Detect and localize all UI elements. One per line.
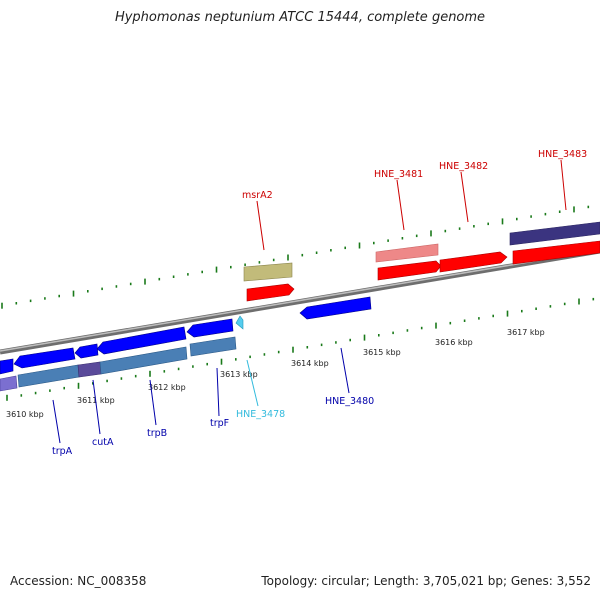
cds-HNE_3480[interactable] bbox=[299, 296, 372, 320]
accession-text: Accession: NC_008358 bbox=[10, 574, 147, 588]
cds-HNE_3482[interactable] bbox=[439, 251, 508, 273]
forward-cds-track bbox=[246, 240, 600, 302]
leader-HNE_3478 bbox=[246, 359, 259, 407]
cds-HNE_3483[interactable] bbox=[512, 240, 600, 265]
leader-trpF bbox=[216, 367, 220, 417]
feature-HNE_3481-outer[interactable] bbox=[375, 243, 439, 263]
gene-label-HNE_3482[interactable]: HNE_3482 bbox=[439, 161, 488, 172]
cds-cutA[interactable] bbox=[74, 343, 99, 359]
ruler-label-3612: 3612 kbp bbox=[148, 383, 186, 392]
feature-left-purple[interactable] bbox=[0, 375, 18, 392]
leader-HNE_3480 bbox=[340, 347, 350, 394]
cds-msrA2[interactable] bbox=[246, 283, 295, 302]
outer-tick-row bbox=[1, 205, 590, 309]
rna-HNE_3478[interactable] bbox=[235, 315, 244, 330]
cds-HNE_3481[interactable] bbox=[377, 260, 442, 281]
gene-label-cutA[interactable]: cutA bbox=[92, 437, 114, 448]
inner-feature-track bbox=[0, 336, 237, 392]
feature-HNE_3483-outer[interactable] bbox=[509, 221, 600, 246]
leader-trpB bbox=[149, 379, 157, 426]
gene-label-trpF[interactable]: trpF bbox=[210, 418, 229, 429]
outer-feature-track bbox=[243, 221, 600, 282]
feature-trpF-inner[interactable] bbox=[189, 336, 237, 357]
gene-label-trpB[interactable]: trpB bbox=[147, 428, 167, 439]
feature-trpA-inner[interactable] bbox=[17, 364, 80, 388]
gene-labels: msrA2 HNE_3481 HNE_3482 HNE_3483 trpA cu… bbox=[52, 149, 587, 457]
feature-trpB-inner[interactable] bbox=[99, 346, 188, 375]
gene-label-HNE_3483[interactable]: HNE_3483 bbox=[538, 149, 587, 160]
reverse-cds-track bbox=[0, 296, 372, 375]
leader-msrA2 bbox=[256, 200, 265, 251]
genome-backbone bbox=[0, 248, 600, 355]
leader-HNE_3482 bbox=[460, 171, 469, 223]
ruler-label-3615: 3615 kbp bbox=[363, 348, 401, 357]
leader-HNE_3483 bbox=[560, 159, 567, 211]
ruler-label-3616: 3616 kbp bbox=[435, 338, 473, 347]
label-leaders bbox=[52, 159, 567, 444]
ruler-label-3614: 3614 kbp bbox=[291, 359, 329, 368]
ruler-label-3617: 3617 kbp bbox=[507, 328, 545, 337]
ruler-label-3613: 3613 kbp bbox=[220, 370, 258, 379]
leader-cutA bbox=[92, 379, 101, 435]
gene-label-HNE_3481[interactable]: HNE_3481 bbox=[374, 169, 423, 180]
feature-cutA-inner[interactable] bbox=[77, 361, 102, 378]
leader-trpA bbox=[52, 399, 61, 444]
inner-tick-row bbox=[6, 297, 595, 401]
leader-HNE_3481 bbox=[396, 179, 405, 231]
cds-trpB[interactable] bbox=[96, 326, 187, 355]
map-title: Hyphomonas neptunium ATCC 15444, complet… bbox=[114, 10, 486, 25]
genome-summary-text: Topology: circular; Length: 3,705,021 bp… bbox=[261, 574, 591, 588]
cds-trpF[interactable] bbox=[186, 318, 234, 338]
gene-label-trpA[interactable]: trpA bbox=[52, 446, 73, 457]
ruler-label-3610: 3610 kbp bbox=[6, 410, 44, 419]
gene-label-HNE_3478[interactable]: HNE_3478 bbox=[236, 409, 285, 420]
cds-left-edge[interactable] bbox=[0, 358, 14, 375]
cds-trpA[interactable] bbox=[13, 347, 76, 369]
feature-msrA2-outer[interactable] bbox=[243, 262, 293, 282]
gene-label-msrA2[interactable]: msrA2 bbox=[242, 190, 273, 201]
gene-label-HNE_3480[interactable]: HNE_3480 bbox=[325, 396, 374, 407]
